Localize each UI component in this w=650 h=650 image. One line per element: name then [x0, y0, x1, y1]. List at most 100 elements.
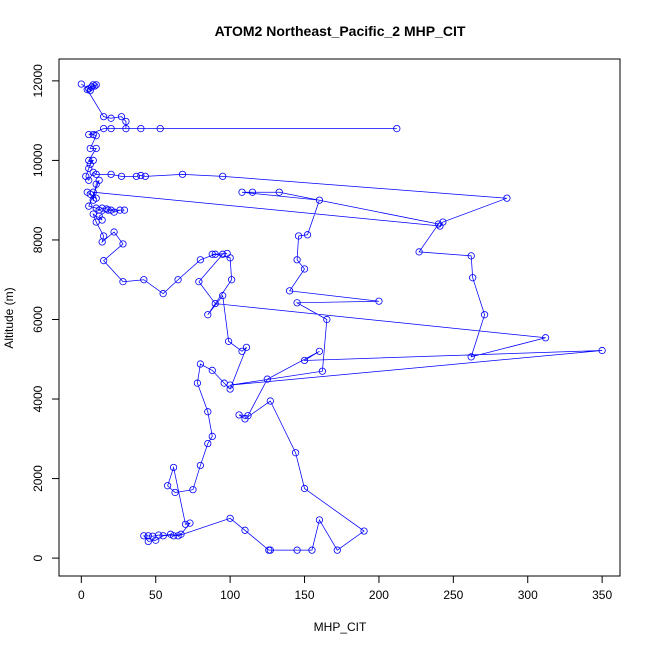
data-point: [235, 411, 243, 419]
y-tick-label: 8000: [31, 226, 45, 253]
data-point: [174, 276, 182, 284]
data-point: [225, 337, 233, 345]
data-point: [300, 484, 309, 493]
data-point: [104, 206, 112, 214]
data-point: [303, 231, 312, 239]
data-point: [266, 397, 274, 405]
data-point: [208, 250, 216, 258]
x-tick-label: 300: [518, 588, 538, 602]
data-point: [107, 125, 115, 133]
data-point: [211, 250, 219, 258]
data-point: [116, 206, 124, 214]
data-point: [92, 170, 100, 178]
data-point: [244, 412, 252, 420]
data-point: [226, 385, 234, 393]
data-point: [169, 463, 178, 472]
data-point: [480, 311, 489, 319]
data-point: [333, 546, 341, 554]
data-point: [117, 113, 126, 121]
data-point: [141, 172, 149, 180]
data-point: [107, 114, 115, 122]
data-point: [85, 202, 93, 210]
data-point: [238, 347, 246, 355]
data-point: [241, 526, 249, 534]
y-tick-label: 2000: [31, 465, 45, 492]
data-point: [226, 381, 234, 389]
plot-frame: [58, 58, 621, 577]
x-tick-label: 150: [295, 588, 315, 602]
data-point: [86, 190, 94, 198]
data-point: [91, 82, 99, 90]
data-point: [85, 130, 93, 139]
y-tick-label: 10000: [31, 143, 45, 177]
data-point: [266, 546, 274, 554]
data-point: [89, 81, 97, 89]
series-lines: [81, 83, 603, 551]
data-point: [159, 532, 167, 540]
data-point: [140, 276, 148, 284]
y-axis-label: Altitude (m): [2, 287, 16, 348]
data-point: [189, 486, 197, 494]
y-tick-label: 12000: [31, 64, 45, 98]
data-point: [467, 353, 475, 361]
x-tick-label: 50: [149, 588, 163, 602]
data-point: [77, 80, 85, 88]
data-point: [208, 432, 216, 441]
data-point: [110, 228, 118, 236]
y-tick-label: 0: [31, 554, 45, 561]
data-point: [219, 250, 227, 258]
data-point: [85, 164, 93, 172]
data-point: [122, 125, 130, 133]
data-point: [228, 276, 236, 284]
data-point: [300, 356, 309, 365]
x-tick-label: 250: [443, 588, 463, 602]
data-point: [174, 532, 182, 540]
x-tick-label: 350: [592, 588, 612, 602]
data-point: [208, 366, 216, 374]
data-point: [152, 536, 160, 544]
data-point: [211, 299, 219, 308]
data-point: [144, 537, 152, 546]
data-point: [181, 520, 190, 528]
data-point: [204, 311, 212, 319]
data-point: [286, 287, 294, 295]
data-point: [137, 125, 145, 133]
data-point: [85, 176, 93, 184]
data-point: [469, 274, 477, 282]
data-point: [86, 160, 94, 168]
data-point: [219, 172, 227, 180]
series-line: [81, 83, 603, 551]
x-tick-label: 0: [78, 588, 85, 602]
data-point: [467, 252, 475, 260]
data-point: [293, 256, 301, 264]
y-axis: 0 2000 4000 6000 8000 10000 12000: [31, 64, 60, 561]
x-tick-label: 100: [220, 588, 240, 602]
y-tick-label: 6000: [31, 306, 45, 333]
data-point: [375, 297, 383, 305]
data-point: [293, 299, 301, 307]
data-point: [122, 117, 130, 126]
data-point: [415, 248, 423, 256]
data-point: [196, 256, 204, 264]
data-point: [140, 532, 148, 540]
data-point: [171, 488, 179, 497]
data-point: [95, 176, 103, 184]
data-point: [242, 343, 251, 351]
data-point: [117, 172, 126, 180]
data-point: [178, 170, 187, 178]
data-point: [159, 290, 167, 298]
data-point: [315, 196, 324, 204]
data-point: [223, 249, 231, 258]
data-point: [238, 188, 246, 196]
data-point: [86, 144, 94, 153]
series-points: [77, 80, 606, 554]
data-point: [92, 132, 100, 140]
data-point: [293, 546, 301, 554]
data-point: [219, 292, 227, 300]
data-point: [167, 530, 175, 538]
y-tick-label: 4000: [31, 385, 45, 412]
data-point: [323, 315, 331, 324]
data-point: [204, 439, 212, 448]
data-point: [85, 156, 93, 165]
